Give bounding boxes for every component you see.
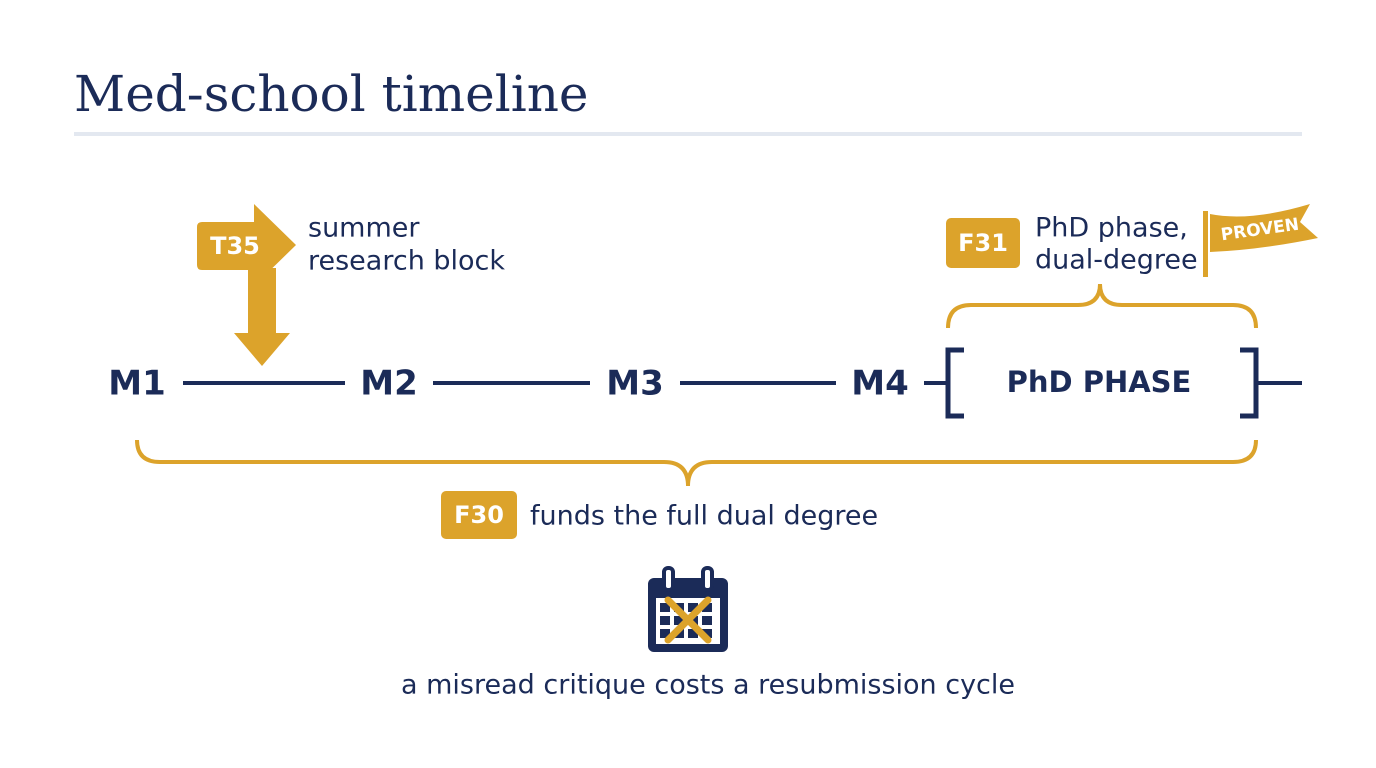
badge-box (946, 218, 1020, 268)
stage: M4 (851, 364, 909, 404)
brace (946, 283, 1258, 329)
flag (1210, 204, 1318, 252)
callout-text: dual-degree (1035, 245, 1198, 276)
stage: M3 (606, 364, 664, 404)
title: Med-school timeline (74, 65, 589, 123)
caption: a misread critique costs a resubmission … (401, 670, 1015, 701)
callout-text: summer (308, 213, 420, 244)
phase-label: PhD PHASE (1007, 365, 1192, 399)
callout-text: PhD phase, (1035, 213, 1188, 244)
brace (135, 439, 1258, 487)
flag-pole (1203, 211, 1208, 277)
timeline-lines (183, 347, 1302, 419)
stage: M1 (108, 364, 166, 404)
stage: M2 (360, 364, 418, 404)
badge-arrow (197, 204, 296, 286)
badge: F30 (454, 501, 504, 529)
badge: F31 (958, 229, 1008, 257)
callout-text: research block (308, 246, 505, 277)
badge: T35 (210, 232, 260, 260)
down-arrow (234, 268, 290, 366)
callout-text: funds the full dual degree (530, 501, 878, 532)
calendar-icon (648, 566, 728, 652)
badge-box (441, 491, 517, 539)
